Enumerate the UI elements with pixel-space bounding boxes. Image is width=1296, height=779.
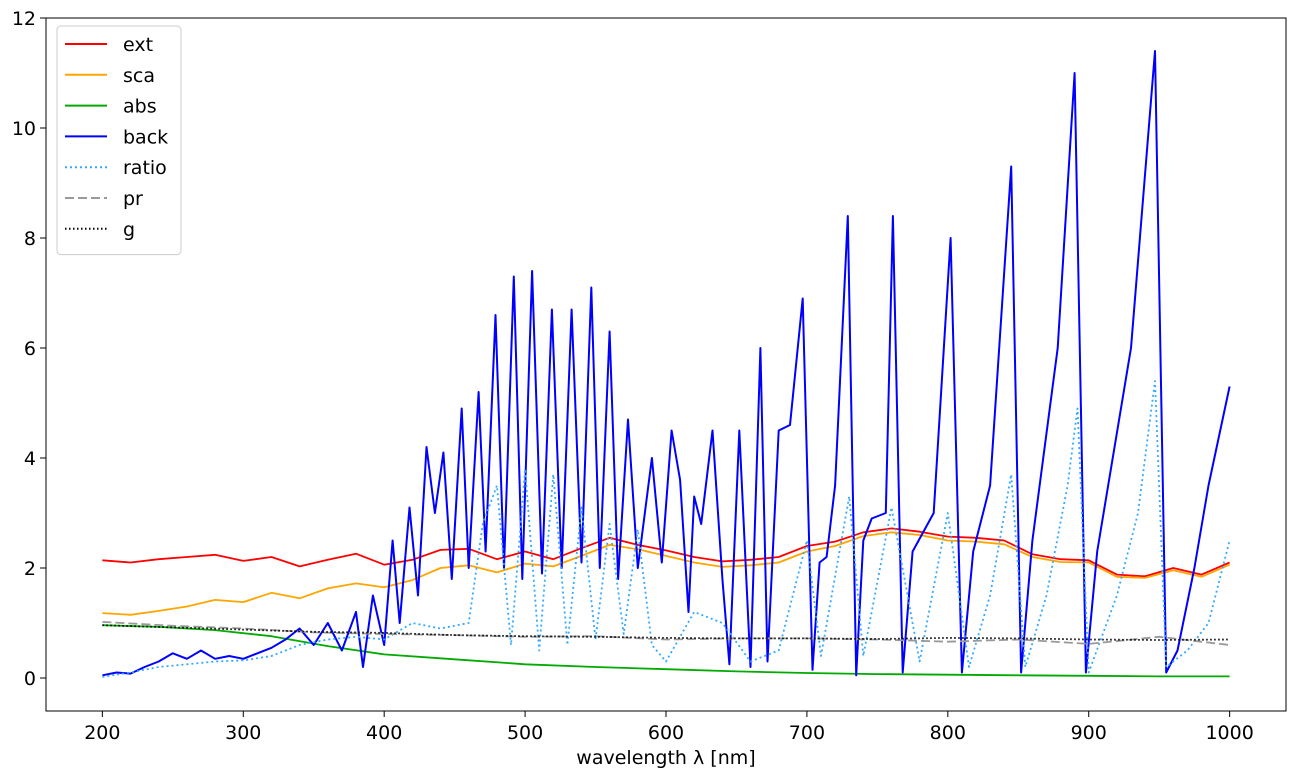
y-tick-label: 8	[24, 228, 36, 250]
x-axis: 200 300 400 500 600 700 800 900 1000	[84, 711, 1254, 744]
x-tick-label: 600	[648, 722, 684, 744]
series-line-ratio	[102, 380, 1231, 678]
series-line-pr	[102, 621, 1230, 646]
y-tick-label: 4	[24, 448, 36, 470]
series-line-back	[102, 50, 1231, 677]
x-axis-label: wavelength λ [nm]	[576, 747, 755, 769]
x-tick-label: 700	[789, 722, 825, 744]
x-tick-label: 300	[225, 722, 261, 744]
x-tick-label: 500	[507, 722, 543, 744]
legend-label-abs: abs	[123, 96, 157, 118]
legend-box	[56, 25, 182, 256]
legend-label-pr: pr	[123, 188, 143, 210]
y-tick-label: 2	[24, 558, 36, 580]
x-tick-label: 200	[84, 722, 120, 744]
x-tick-label: 1000	[1205, 722, 1253, 744]
series-line-abs	[102, 624, 1230, 678]
y-tick-label: 10	[12, 118, 36, 140]
plot-lines	[102, 50, 1231, 678]
x-tick-label: 900	[1071, 722, 1107, 744]
y-tick-label: 0	[24, 668, 36, 690]
legend-label-sca: sca	[123, 65, 155, 87]
legend: ext sca abs back ratio pr g	[56, 25, 182, 256]
x-tick-label: 800	[930, 722, 966, 744]
legend-label-ratio: ratio	[123, 157, 167, 179]
x-tick-label: 400	[366, 722, 402, 744]
legend-label-ext: ext	[123, 34, 153, 56]
series-line-ext	[102, 527, 1230, 578]
legend-label-back: back	[123, 126, 168, 148]
legend-label-g: g	[123, 219, 135, 241]
y-tick-label: 6	[24, 338, 36, 360]
y-axis: 0 2 4 6 8 10 12	[12, 8, 46, 690]
y-tick-label: 12	[12, 8, 36, 30]
series-line-g	[102, 624, 1230, 641]
plot-frame	[45, 17, 1287, 712]
series-line-sca	[102, 531, 1230, 616]
